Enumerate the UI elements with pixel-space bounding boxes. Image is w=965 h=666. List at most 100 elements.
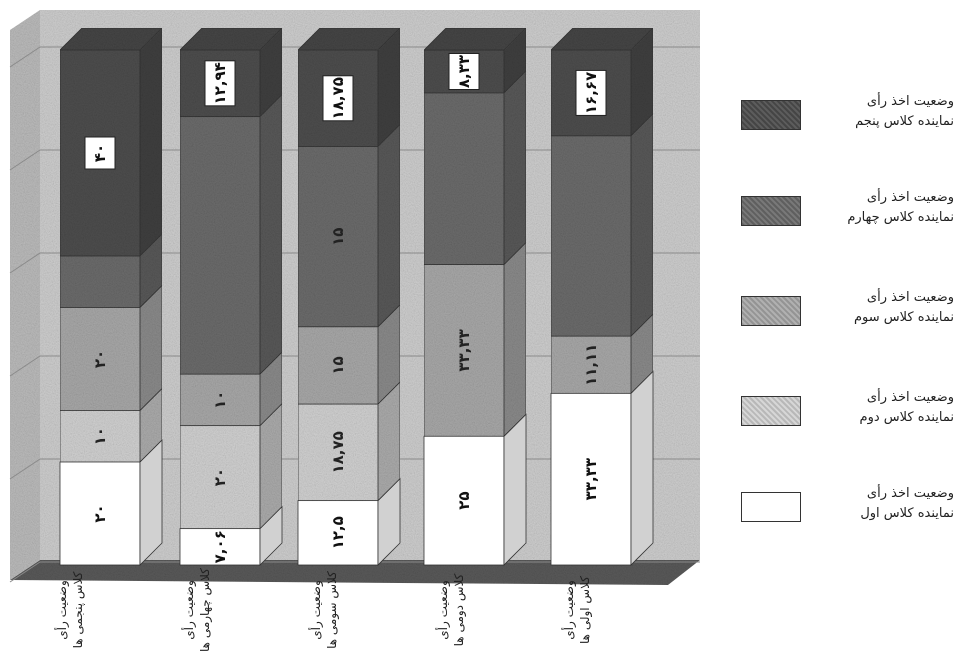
legend-label-line: نمایندە کلاس چهارم [847,210,954,225]
segment-value-label: ۱۰ [211,391,229,409]
legend-swatch-class-3 [741,296,801,326]
legend-label-line: نمایندە کلاس سوم [853,310,954,325]
bar-segment [550,313,654,395]
legend-item-class-2: وضعیت اخذ رأی نمایندە کلاس دوم [735,388,960,448]
bar-face [179,373,261,427]
x-tick-label-line: کلاس پنجمی ها [71,571,85,649]
bar-segment [423,413,527,566]
x-tick-label-class-3: وضعیت رأی کلاس سومی ها [304,555,344,665]
bar-segment [59,284,163,412]
bar-segment [59,439,163,566]
segment-value-label: ۴۰ [91,144,109,162]
legend-label-line: وضعیت اخذ رأی [866,390,954,405]
legend-swatch-class-1 [741,492,801,522]
x-tick-label-class-2: وضعیت رأی کلاس دومی ها [431,555,471,665]
legend-label-line: وضعیت اخذ رأی [866,94,954,109]
legend-label-class-2: وضعیت اخذ رأی نمایندە کلاس دوم [814,388,954,428]
gridline-side [9,252,41,274]
gridline-side [9,355,41,377]
segment-value-label: ۲۰ [91,504,109,522]
bar-face [297,500,379,566]
bar-side [630,112,654,338]
legend-label-class-4: وضعیت اخذ رأی نمایندە کلاس چهارم [814,188,954,228]
legend-swatch-class-5 [741,100,801,130]
plot-side-wall [10,10,40,580]
segment-value-label: ۲۰ [211,468,229,486]
segment-value-label: ۳۳,۳۳ [582,458,600,500]
bar-face [423,92,505,266]
bar-segment [179,402,283,530]
legend-label-line: نمایندە کلاس دوم [859,410,954,425]
legend-label-line: نمایندە کلاس اول [860,506,954,521]
segment-value-label: ۱۵ [329,228,347,246]
bar-face [59,307,141,411]
bar-face [59,255,141,308]
segment-value-label: ۳۳,۳۳ [455,329,473,371]
bar-face [59,410,141,463]
segment-value-label: ۱۲,۹۴ [211,62,229,104]
bar-side [503,69,527,266]
bar-face [179,116,261,375]
bar-segment [297,381,401,502]
gridline-side [9,46,41,68]
bar-segment [550,370,654,566]
bars-group [59,27,654,566]
bar-top [550,27,654,51]
x-tick-label-line: وضعیت رأی [55,580,69,640]
segment-value-label: ۱۲,۵ [329,516,347,549]
bar-face [423,435,505,566]
legend-item-class-4: وضعیت اخذ رأی نمایندە کلاس چهارم [735,188,960,248]
bar-face [59,461,141,566]
legend-label-line: وضعیت اخذ رأی [866,486,954,501]
segment-value-label: ۱۶,۶۷ [582,72,600,114]
x-tick-label-line: کلاس چهارمی ها [198,568,212,652]
bar-side [503,413,527,566]
x-tick-label-line: وضعیت رأی [309,580,323,640]
bar-top [423,27,527,51]
legend-item-class-1: وضعیت اخذ رأی نمایندە کلاس اول [735,484,960,544]
segment-labels-group: ۲۰ ۱۰ ۲۰ ۴۰ ۷,۰۶ ۲۰ ۱۰ ۱۲,۹۴ ۱۲,۵ ۱۸,۷۵ ۱۵ ۱۵ ۱۸,۷۵ ۲… [84,53,607,563]
x-tick-label-line: کلاس اولی ها [578,576,592,644]
segment-label-box [84,136,116,170]
bar-segment [297,303,401,406]
bar-face [550,392,632,566]
x-tick-label-line: وضعیت رأی [562,580,576,640]
bar-segment [59,233,163,309]
bar-face [179,528,261,566]
segment-value-label: ۱۱,۱۱ [582,344,600,386]
legend-label-class-1: وضعیت اخذ رأی نمایندە کلاس اول [814,484,954,524]
legend-label-class-5: وضعیت اخذ رأی نمایندە کلاس پنجم [814,92,954,132]
segment-value-label: ۱۰ [91,427,109,445]
segment-value-label: ۲۵ [455,491,473,509]
bar-side [503,241,527,438]
legend-label-line: وضعیت اخذ رأی [866,290,954,305]
segment-value-label: ۷,۰۶ [211,530,229,563]
bar-face [550,135,632,337]
bar-top [59,27,163,51]
bar-segment [550,112,654,338]
bar-segment [423,241,527,438]
bar-segment [59,387,163,463]
x-tick-label-class-1: وضعیت رأی کلاس اولی ها [557,555,597,665]
legend-label-line: نمایندە کلاس پنجم [855,114,954,129]
legend-item-class-3: وضعیت اخذ رأی نمایندە کلاس سوم [735,288,960,348]
bar-segment [297,477,401,566]
bar-face [423,264,505,437]
x-tick-label-line: کلاس سومی ها [325,571,339,649]
segment-value-label: ۱۸,۷۵ [329,77,347,119]
x-tick-label-line: کلاس دومی ها [452,573,466,647]
x-tick-label-class-4: وضعیت رأی کلاس چهارمی ها [177,555,217,665]
bar-segment [179,93,283,376]
legend-item-class-5: وضعیت اخذ رأی نمایندە کلاس پنجم [735,92,960,152]
legend-swatch-class-2 [741,396,801,426]
bar-side [259,93,283,376]
legend-label-class-3: وضعیت اخذ رأی نمایندە کلاس سوم [814,288,954,328]
bar-face [550,335,632,394]
bar-side [377,123,401,328]
x-tick-label-line: وضعیت رأی [182,580,196,640]
bar-top [179,27,283,51]
segment-value-label: ۸,۳۳ [455,55,473,88]
segment-label-box [322,75,354,122]
gridline-side [9,561,41,583]
